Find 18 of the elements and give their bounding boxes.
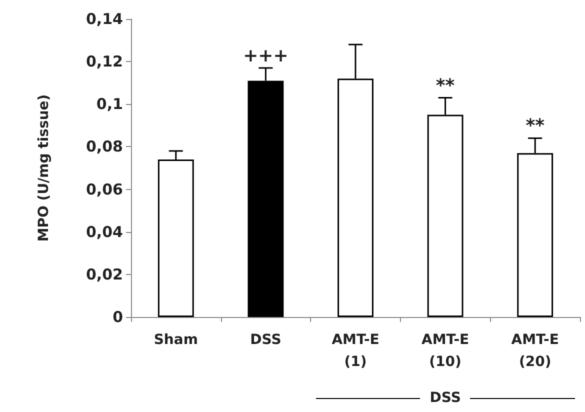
x-tick-label: Sham [154,332,198,348]
y-tick-label: 0 [112,308,123,326]
y-tick-label: 0,04 [86,222,123,241]
x-tick-label: AMT-E (10) [421,332,470,370]
y-tick-label: 0,08 [86,138,123,156]
text: DSS [430,390,461,406]
y-tick-label: 0,14 [86,10,123,28]
y-tick-label: 0,1 [96,95,123,114]
x-tick-label: AMT-E (1) [332,332,380,370]
x-tick-label: DSS [250,332,282,348]
x-tick-label: AMT-E (20) [511,332,559,370]
y-axis-title: MPO (U/mg tissue) [36,94,52,242]
annotation: ** [526,116,546,137]
annotation: +++ [243,45,288,66]
y-tick-label: 0,06 [86,180,123,198]
annotation: ** [436,75,456,96]
y-tick-label: 0,02 [86,265,123,284]
y-tick-label: 0,12 [86,52,123,71]
